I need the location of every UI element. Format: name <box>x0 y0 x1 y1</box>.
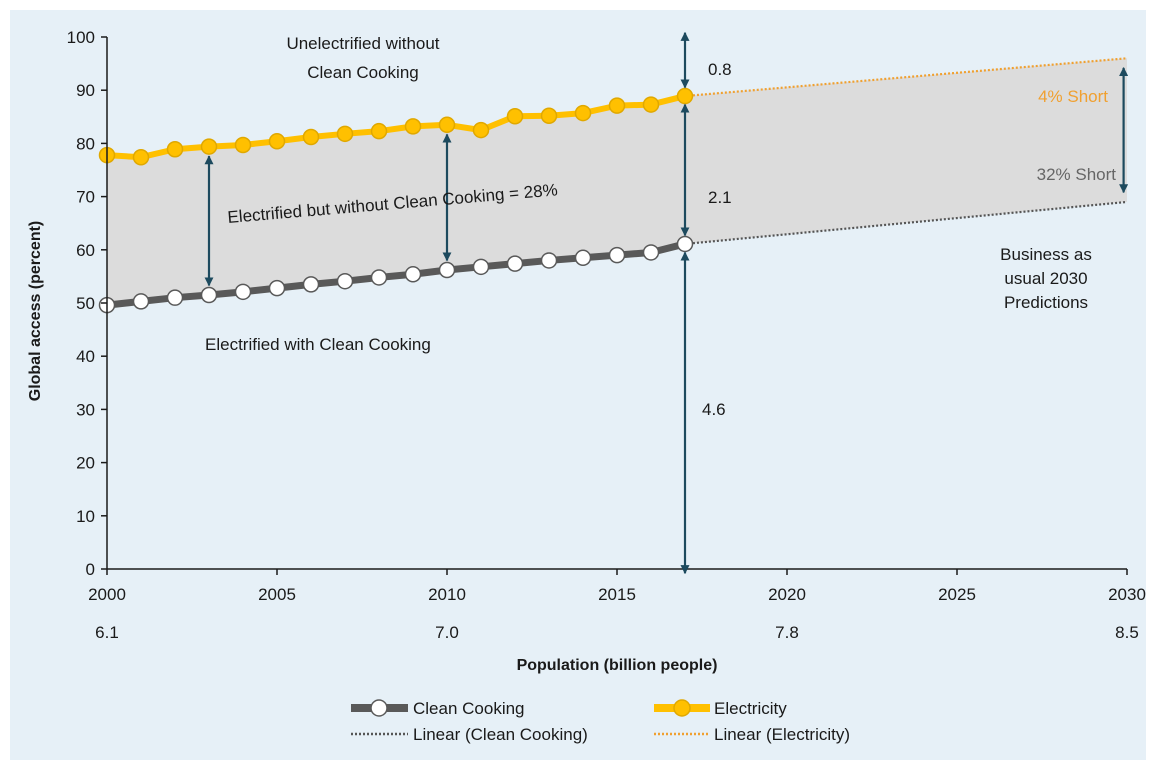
point-electricity-2014 <box>574 104 592 122</box>
point-electricity-2001 <box>132 148 150 166</box>
point-electricity-2017 <box>676 87 694 105</box>
label-bau-line3: Predictions <box>1004 293 1088 312</box>
label-bau-line2: usual 2030 <box>1004 269 1087 288</box>
label-gap-bottom: 4.6 <box>702 400 726 419</box>
x-tick-label-2025: 2025 <box>938 585 976 604</box>
point-clean-cooking-2006 <box>302 276 320 293</box>
legend-item-linear-clean-cooking: Linear (Clean Cooking) <box>351 725 588 744</box>
label-unelectrified-line2: Clean Cooking <box>307 63 419 82</box>
chart-panel: 0 10 20 30 40 50 60 70 80 90 100 2000 2005 2010 2015 20… <box>10 10 1146 760</box>
y-tick-label-20: 20 <box>76 454 95 473</box>
point-clean-cooking-2017 <box>676 235 694 253</box>
point-electricity-2011 <box>472 121 490 139</box>
legend-item-clean-cooking: Clean Cooking <box>351 699 525 718</box>
point-electricity-2004 <box>234 136 252 154</box>
y-tick-label-80: 80 <box>76 134 95 153</box>
point-electricity-2006 <box>302 128 320 146</box>
point-clean-cooking-2013 <box>540 252 558 269</box>
label-unelectrified-line1: Unelectrified without <box>286 34 439 53</box>
point-clean-cooking-2008 <box>370 269 388 286</box>
point-electricity-2003 <box>200 138 218 155</box>
label-gap-middle: 2.1 <box>708 188 732 207</box>
y-tick-label-30: 30 <box>76 400 95 419</box>
label-gap-top: 0.8 <box>708 60 732 79</box>
population-tick-label-2030: 8.5 <box>1115 623 1139 642</box>
point-electricity-2005 <box>268 133 286 150</box>
legend-item-linear-electricity: Linear (Electricity) <box>654 725 850 744</box>
gap-shade-area <box>107 58 1127 306</box>
legend: Clean Cooking Electricity Linear (Clean … <box>351 699 850 744</box>
label-elec-short: 4% Short <box>1038 87 1108 106</box>
y-axis-title: Global access (percent) <box>27 221 44 402</box>
x-tick-label-2005: 2005 <box>258 585 296 604</box>
y-tick-label-60: 60 <box>76 241 95 260</box>
x-tick-label-2030: 2030 <box>1108 585 1146 604</box>
y-tick-label-50: 50 <box>76 294 95 313</box>
x-tick-label-2010: 2010 <box>428 585 466 604</box>
label-bau-line1: Business as <box>1000 245 1092 264</box>
y-tick-label-90: 90 <box>76 81 95 100</box>
label-cooking-short: 32% Short <box>1037 165 1117 184</box>
trend-line-electricity <box>684 57 1128 98</box>
point-clean-cooking-2001 <box>132 293 150 310</box>
point-clean-cooking-2014 <box>574 249 592 267</box>
point-electricity-2008 <box>370 122 388 140</box>
point-electricity-2007 <box>336 125 354 143</box>
point-clean-cooking-2010 <box>438 261 456 279</box>
point-clean-cooking-2012 <box>506 255 524 272</box>
y-tick-label-10: 10 <box>76 507 95 526</box>
point-electricity-2012 <box>506 108 524 125</box>
legend-item-electricity: Electricity <box>654 699 787 718</box>
y-tick-label-0: 0 <box>86 560 95 579</box>
y-tick-label-70: 70 <box>76 188 95 207</box>
point-clean-cooking-2003 <box>200 286 218 304</box>
x-tick-label-2020: 2020 <box>768 585 806 604</box>
point-clean-cooking-2015 <box>608 246 626 264</box>
point-electricity-2009 <box>404 118 422 135</box>
point-clean-cooking-2009 <box>404 266 422 283</box>
legend-label-linear-electricity: Linear (Electricity) <box>714 725 850 744</box>
point-electricity-2010 <box>438 116 456 134</box>
point-clean-cooking-2002 <box>166 289 184 306</box>
x-tick-label-2015: 2015 <box>598 585 636 604</box>
point-clean-cooking-2011 <box>472 258 490 276</box>
label-electrified-with: Electrified with Clean Cooking <box>205 335 431 354</box>
population-tick-label-2010: 7.0 <box>435 623 459 642</box>
y-tick-label-40: 40 <box>76 347 95 366</box>
point-electricity-2015 <box>608 97 626 114</box>
point-clean-cooking-2004 <box>234 283 252 301</box>
point-clean-cooking-2007 <box>336 272 354 290</box>
x-axis-title: Population (billion people) <box>517 657 718 674</box>
legend-label-clean-cooking: Clean Cooking <box>413 699 525 718</box>
population-tick-label-2000: 6.1 <box>95 623 119 642</box>
point-electricity-2016 <box>642 96 660 113</box>
point-clean-cooking-2016 <box>642 244 660 261</box>
legend-label-linear-clean-cooking: Linear (Clean Cooking) <box>413 725 588 744</box>
population-tick-label-2020: 7.8 <box>775 623 799 642</box>
point-clean-cooking-2005 <box>268 279 286 297</box>
point-electricity-2013 <box>540 107 558 124</box>
point-electricity-2002 <box>166 141 184 158</box>
x-tick-label-2000: 2000 <box>88 585 126 604</box>
y-tick-label-100: 100 <box>67 28 95 47</box>
trend-line-clean-cooking <box>684 200 1128 246</box>
legend-label-electricity: Electricity <box>714 699 787 718</box>
